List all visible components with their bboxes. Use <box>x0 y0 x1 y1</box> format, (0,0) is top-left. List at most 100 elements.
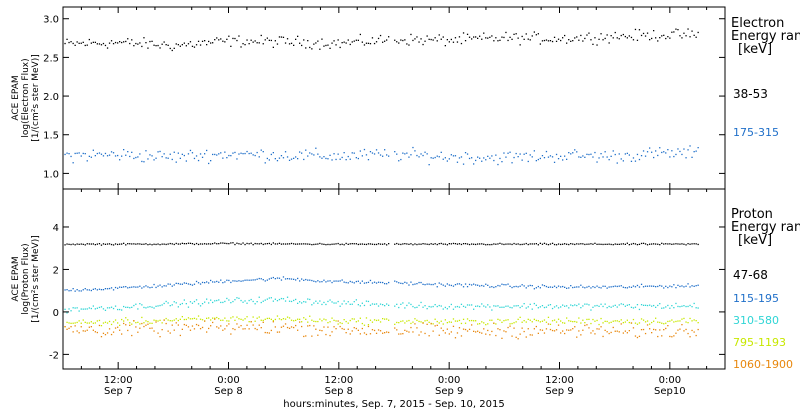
data-point <box>131 151 133 153</box>
data-point <box>681 305 683 307</box>
data-point <box>106 322 109 324</box>
data-point <box>349 280 351 283</box>
data-point <box>685 285 687 287</box>
data-point <box>179 318 181 320</box>
data-point <box>452 285 455 287</box>
data-point <box>511 322 513 325</box>
data-point <box>624 321 626 323</box>
data-point <box>367 281 370 283</box>
data-point <box>557 158 560 160</box>
data-point <box>165 44 167 46</box>
data-point <box>695 150 697 152</box>
data-point <box>608 159 610 161</box>
x-tick-label-date: Sep 7 <box>104 386 132 397</box>
data-point <box>141 243 143 245</box>
data-point <box>286 316 289 318</box>
data-point <box>234 243 236 246</box>
data-point <box>355 243 357 245</box>
data-point <box>553 243 556 246</box>
data-point <box>212 243 214 245</box>
data-point <box>218 327 220 329</box>
data-point <box>555 153 558 156</box>
data-point <box>551 320 554 322</box>
data-point <box>189 283 192 286</box>
data-point <box>66 152 68 154</box>
data-point <box>612 150 614 152</box>
data-point <box>179 303 181 306</box>
data-point <box>584 243 586 246</box>
data-point <box>254 320 256 322</box>
data-point <box>313 43 315 45</box>
data-point <box>311 319 313 321</box>
data-point <box>256 151 258 154</box>
data-point <box>642 32 645 35</box>
data-point <box>104 152 107 155</box>
data-point <box>351 303 353 305</box>
data-point <box>216 243 218 245</box>
data-point <box>487 323 489 325</box>
data-point <box>487 243 489 246</box>
data-point <box>288 243 291 245</box>
data-point <box>230 333 232 335</box>
data-point <box>288 159 291 161</box>
data-point <box>329 334 331 337</box>
data-point <box>697 322 699 324</box>
data-point <box>687 243 689 245</box>
data-point <box>527 328 529 330</box>
data-point <box>408 331 410 333</box>
data-point <box>604 303 606 305</box>
data-point <box>242 301 244 303</box>
data-point <box>331 317 333 319</box>
data-point <box>270 39 272 42</box>
data-point <box>321 243 323 245</box>
data-point <box>319 281 321 283</box>
data-point <box>226 325 228 327</box>
data-point <box>262 43 264 45</box>
data-point <box>315 281 317 283</box>
data-point <box>125 286 127 288</box>
data-point <box>100 336 103 338</box>
data-point <box>183 323 185 326</box>
data-point <box>295 319 297 321</box>
data-point <box>398 306 400 309</box>
data-point <box>141 304 143 306</box>
data-point <box>169 47 171 50</box>
data-point <box>491 35 493 37</box>
data-point <box>410 303 412 306</box>
data-point <box>535 325 537 328</box>
data-point <box>96 152 98 155</box>
data-point <box>620 158 622 160</box>
data-point <box>473 308 475 310</box>
data-point <box>276 300 279 302</box>
data-point <box>566 329 568 331</box>
data-point <box>404 329 406 331</box>
data-point <box>66 321 68 323</box>
data-point <box>462 286 465 288</box>
data-point <box>212 281 214 283</box>
data-point <box>511 335 513 337</box>
data-point <box>519 285 521 287</box>
data-point <box>212 301 214 304</box>
data-point <box>555 329 558 331</box>
data-point <box>222 40 224 42</box>
data-point <box>171 320 173 322</box>
data-point <box>513 327 515 329</box>
data-point <box>76 321 78 324</box>
data-point <box>681 285 683 287</box>
data-point <box>580 322 582 324</box>
data-point <box>325 157 327 160</box>
data-point <box>123 305 125 308</box>
data-point <box>88 322 90 324</box>
data-point <box>578 39 580 41</box>
data-point <box>272 321 274 323</box>
data-point <box>232 328 234 330</box>
data-point <box>638 29 641 31</box>
data-point <box>493 40 495 42</box>
data-point <box>274 298 276 300</box>
data-point <box>343 300 345 302</box>
data-point <box>541 305 544 307</box>
data-point <box>594 320 596 322</box>
data-point <box>406 43 408 45</box>
data-point <box>377 281 380 283</box>
data-point <box>74 325 76 327</box>
